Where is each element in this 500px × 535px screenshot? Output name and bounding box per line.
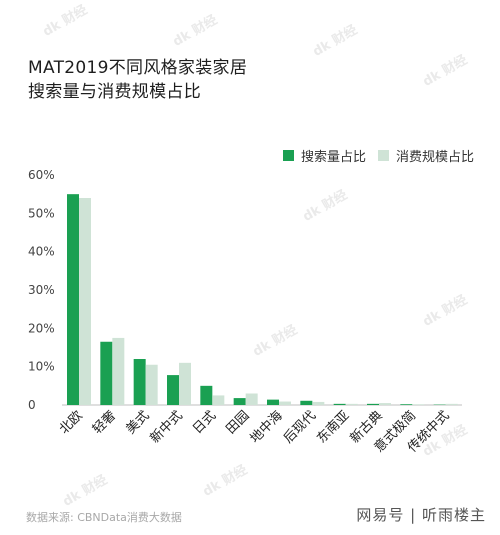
legend-label-spend: 消费规模占比	[395, 150, 474, 165]
x-tick-label: 地中海	[248, 408, 286, 446]
bar-spend	[345, 403, 358, 405]
y-tick-label: 30%	[28, 283, 55, 297]
x-tick-label: 轻奢	[90, 408, 119, 437]
bar-search	[300, 400, 313, 405]
y-tick-label: 40%	[28, 245, 55, 259]
legend-label-search: 搜索量占比	[300, 150, 366, 165]
bar-search	[333, 403, 346, 405]
chart-legend: 搜索量占比 消费规模占比	[282, 146, 474, 165]
y-tick-label: 60%	[28, 168, 55, 182]
bar-search	[400, 404, 413, 405]
bar-spend	[312, 401, 325, 405]
x-tick-label: 东南亚	[314, 408, 353, 447]
x-tick-label: 北欧	[57, 408, 86, 437]
bar-spend	[445, 403, 458, 405]
bar-spend	[412, 404, 425, 405]
bar-search	[133, 359, 146, 405]
bar-spend	[212, 395, 225, 405]
chart-title-line-2: 搜索量与消费规模占比	[28, 82, 201, 102]
bar-spend	[112, 337, 125, 405]
brand-mark: 网易号 | 听雨楼主	[356, 506, 486, 524]
bar-spend	[79, 198, 91, 405]
y-tick-label: 20%	[28, 321, 55, 335]
x-tick-label: 田园	[223, 408, 252, 437]
x-tick-label: 后现代	[281, 408, 319, 446]
x-tick-label: 日式	[190, 408, 219, 437]
chart-title: MAT2019不同风格家装家居 搜索量与消费规模占比	[28, 56, 247, 104]
bar-search	[100, 341, 113, 405]
legend-item-spend: 消费规模占比	[377, 146, 474, 165]
bar-search	[367, 403, 379, 405]
bar-search	[200, 385, 213, 405]
x-tick-label: 美式	[123, 408, 152, 437]
bar-spend	[279, 401, 291, 405]
bar-search	[267, 399, 279, 405]
bar-spend	[179, 362, 191, 405]
legend-item-search: 搜索量占比	[282, 146, 366, 165]
x-tick-label: 新中式	[147, 408, 186, 447]
bar-spend	[245, 393, 258, 405]
bar-search	[233, 398, 246, 405]
y-tick-label: 0	[28, 398, 36, 412]
legend-swatch-spend	[377, 150, 389, 161]
chart-title-line-1: MAT2019不同风格家装家居	[28, 58, 248, 78]
bar-search	[67, 194, 79, 405]
source-note: 数据来源: CBNData消费大数据	[26, 511, 182, 524]
bar-spend	[379, 403, 391, 405]
bar-search	[167, 375, 179, 405]
y-tick-label: 10%	[28, 360, 55, 374]
bar-spend	[145, 364, 158, 405]
legend-swatch-search	[282, 150, 294, 161]
y-tick-label: 50%	[28, 206, 55, 220]
